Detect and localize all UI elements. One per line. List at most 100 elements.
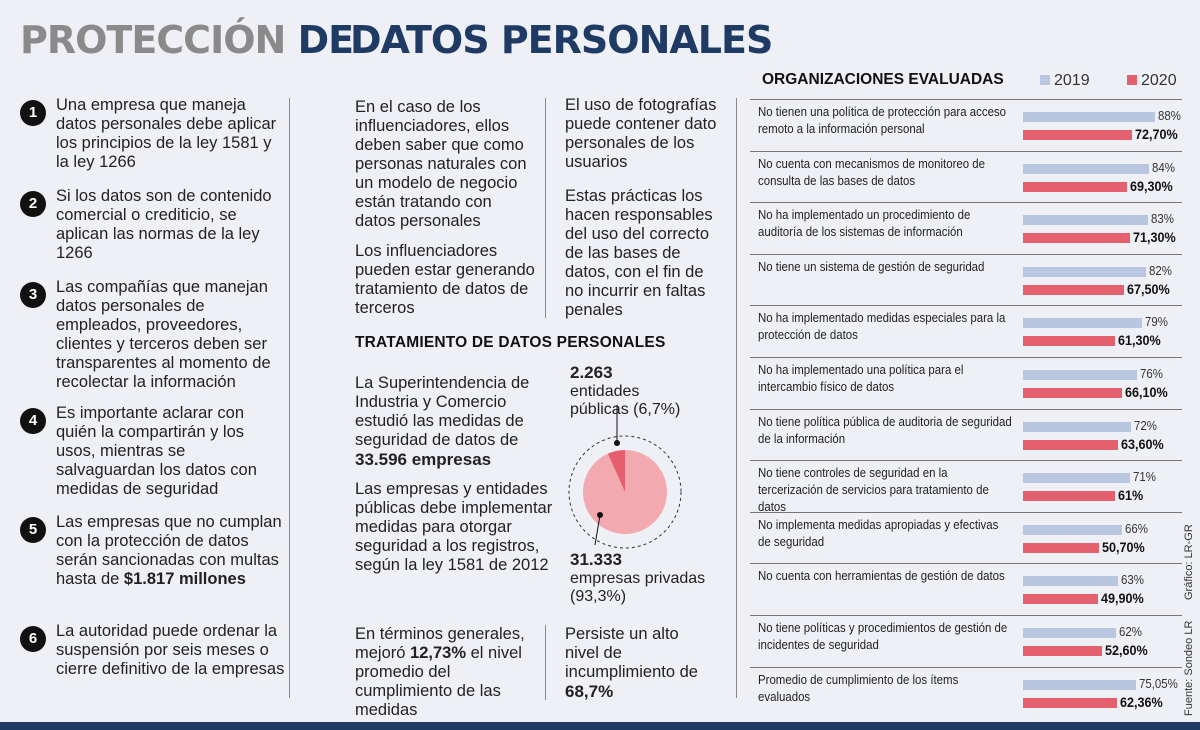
- bar-2020: [1023, 336, 1115, 347]
- law-text: Las empresas y entidades públicas debe i…: [355, 480, 553, 574]
- value-label-2019: 63%: [1120, 572, 1144, 588]
- bar-2019: [1023, 524, 1122, 535]
- bottom-band: [0, 722, 1200, 730]
- bar-2019: [1023, 318, 1142, 329]
- noncompliance-value: 68,7%: [565, 682, 614, 701]
- value-label-2020: 49,90%: [1100, 590, 1144, 607]
- companies-count: 33.596 empresas: [355, 450, 492, 469]
- category-label: No tiene política pública de auditoria d…: [758, 413, 1012, 446]
- pie-private-label: 31.333 empresas privadas (93,3%): [570, 550, 706, 606]
- value-label-2020: 62,36%: [1119, 693, 1163, 710]
- chart-row: No implementa medidas apropiadas y efect…: [750, 511, 1182, 563]
- point-text: Las compañías que manejan datos personal…: [56, 278, 271, 391]
- sic-text: La Superintendencia de Industria y Comer…: [355, 374, 530, 469]
- value-label-2019: 88%: [1158, 108, 1181, 123]
- bar-2019: [1023, 576, 1118, 587]
- value-label-2019: 66%: [1125, 520, 1148, 536]
- bar-2020: [1023, 439, 1119, 450]
- category-label: No tiene políticas y procedimientos de g…: [758, 620, 1008, 652]
- noncompliance-text: Persiste un alto nivel de incumplimiento…: [565, 625, 698, 701]
- value-label-2019: 75,05%: [1138, 675, 1178, 691]
- value-label-2020: 52,60%: [1104, 642, 1148, 658]
- bar-2020: [1023, 697, 1117, 708]
- chart-row: No tiene un sistema de gestión de seguri…: [750, 253, 1182, 305]
- title-part3: DATOS PERSONALES: [350, 18, 773, 62]
- value-label-2020: 71,30%: [1132, 229, 1176, 246]
- bar-2020: [1023, 491, 1115, 502]
- divider: [545, 98, 546, 318]
- divider: [736, 98, 737, 698]
- chart-title: ORGANIZACIONES EVALUADAS: [762, 71, 1004, 88]
- section-title: TRATAMIENTO DE DATOS PERSONALES: [355, 334, 666, 351]
- point-text: Las empresas que no cumplan con la prote…: [56, 513, 282, 588]
- point-number: 2: [20, 191, 46, 217]
- pie-leader-lines: [594, 405, 620, 545]
- value-label-2019: 82%: [1149, 262, 1172, 278]
- title-part1: PROTECCIÓN: [20, 18, 286, 62]
- category-label: No ha implementado medidas especiales pa…: [758, 310, 1006, 343]
- bar-2020: [1023, 594, 1098, 605]
- point-text: Una empresa que maneja datos personales …: [56, 96, 277, 171]
- pie-chart: [568, 435, 682, 549]
- bar-2019: [1023, 421, 1131, 432]
- legend-2020: 2020: [1127, 72, 1177, 90]
- private-count: 31.333: [570, 550, 622, 569]
- improvement-value: 12,73%: [410, 644, 466, 662]
- leader-dot-public: [614, 440, 620, 446]
- category-label: Promedio de cumplimiento de los ítems ev…: [758, 671, 959, 704]
- category-label: No ha implementado un procedimiento de a…: [758, 207, 971, 240]
- divider: [545, 625, 546, 700]
- value-label-2020: 66,10%: [1125, 384, 1168, 400]
- value-label-2020: 61,30%: [1117, 332, 1161, 349]
- value-label-2020: 61%: [1117, 487, 1143, 504]
- bar-2020: [1023, 646, 1102, 656]
- value-label-2020: 67,50%: [1127, 280, 1170, 297]
- photos-text: El uso de fotografías puede contener dat…: [565, 96, 717, 171]
- category-label: No tienen una política de protección par…: [758, 104, 1007, 136]
- value-label-2019: 72%: [1134, 417, 1157, 433]
- chart-row: No tiene controles de seguridad en la te…: [750, 460, 1182, 514]
- bar-2019: [1023, 163, 1149, 174]
- bar-2019: [1023, 370, 1137, 380]
- bar-2019: [1023, 215, 1148, 226]
- bar-2019: [1023, 628, 1116, 638]
- bar-2020: [1023, 284, 1125, 295]
- point-number: 1: [20, 100, 46, 126]
- point-text: Es importante aclarar con quién la compa…: [56, 404, 257, 498]
- value-label-2019: 76%: [1140, 366, 1163, 381]
- point-number: 4: [20, 408, 46, 434]
- bar-2020: [1023, 181, 1127, 192]
- pie-public-label: 2.263 entidades públicas (6,7%): [570, 363, 681, 419]
- influencers-text-2: Los influenciadores pueden estar generan…: [355, 242, 535, 317]
- chart-row: No ha implementado medidas especiales pa…: [750, 305, 1182, 356]
- value-label-2019: 83%: [1150, 211, 1174, 227]
- credit-note: Gráfico: LR-GR: [1183, 524, 1195, 600]
- bar-2020: [1023, 388, 1123, 398]
- chart-row: No tienen una política de protección par…: [750, 99, 1182, 150]
- pie-slice-public: [607, 450, 625, 492]
- bar-2020: [1023, 542, 1100, 553]
- bar-2019: [1023, 266, 1146, 277]
- leader-dot-private: [597, 512, 603, 518]
- bar-2019: [1023, 112, 1155, 122]
- value-label-2019: 62%: [1119, 624, 1142, 639]
- value-label-2020: 63,60%: [1121, 435, 1165, 452]
- leader-line-private: [594, 514, 601, 545]
- point-number: 6: [20, 626, 46, 652]
- value-label-2019: 79%: [1144, 314, 1168, 330]
- value-label-2020: 72,70%: [1135, 126, 1178, 142]
- fine-amount: $1.817 millones: [123, 570, 246, 588]
- divider: [289, 98, 290, 698]
- chart-row: No cuenta con mecanismos de monitoreo de…: [750, 150, 1182, 202]
- chart-row: Promedio de cumplimiento de los ítems ev…: [750, 666, 1182, 718]
- chart-row: No tiene política pública de auditoria d…: [750, 408, 1182, 460]
- value-label-2020: 50,70%: [1102, 538, 1145, 555]
- category-label: No cuenta con mecanismos de monitoreo de…: [758, 155, 986, 188]
- value-label-2019: 71%: [1132, 469, 1156, 485]
- category-label: No cuenta con herramientas de gestión de…: [758, 568, 1005, 584]
- value-label-2020: 69,30%: [1129, 177, 1173, 194]
- point-number: 5: [20, 517, 46, 543]
- category-label: No tiene un sistema de gestión de seguri…: [758, 258, 985, 274]
- category-label: No tiene controles de seguridad en la te…: [758, 465, 989, 515]
- legend-swatch-2019: [1040, 75, 1050, 85]
